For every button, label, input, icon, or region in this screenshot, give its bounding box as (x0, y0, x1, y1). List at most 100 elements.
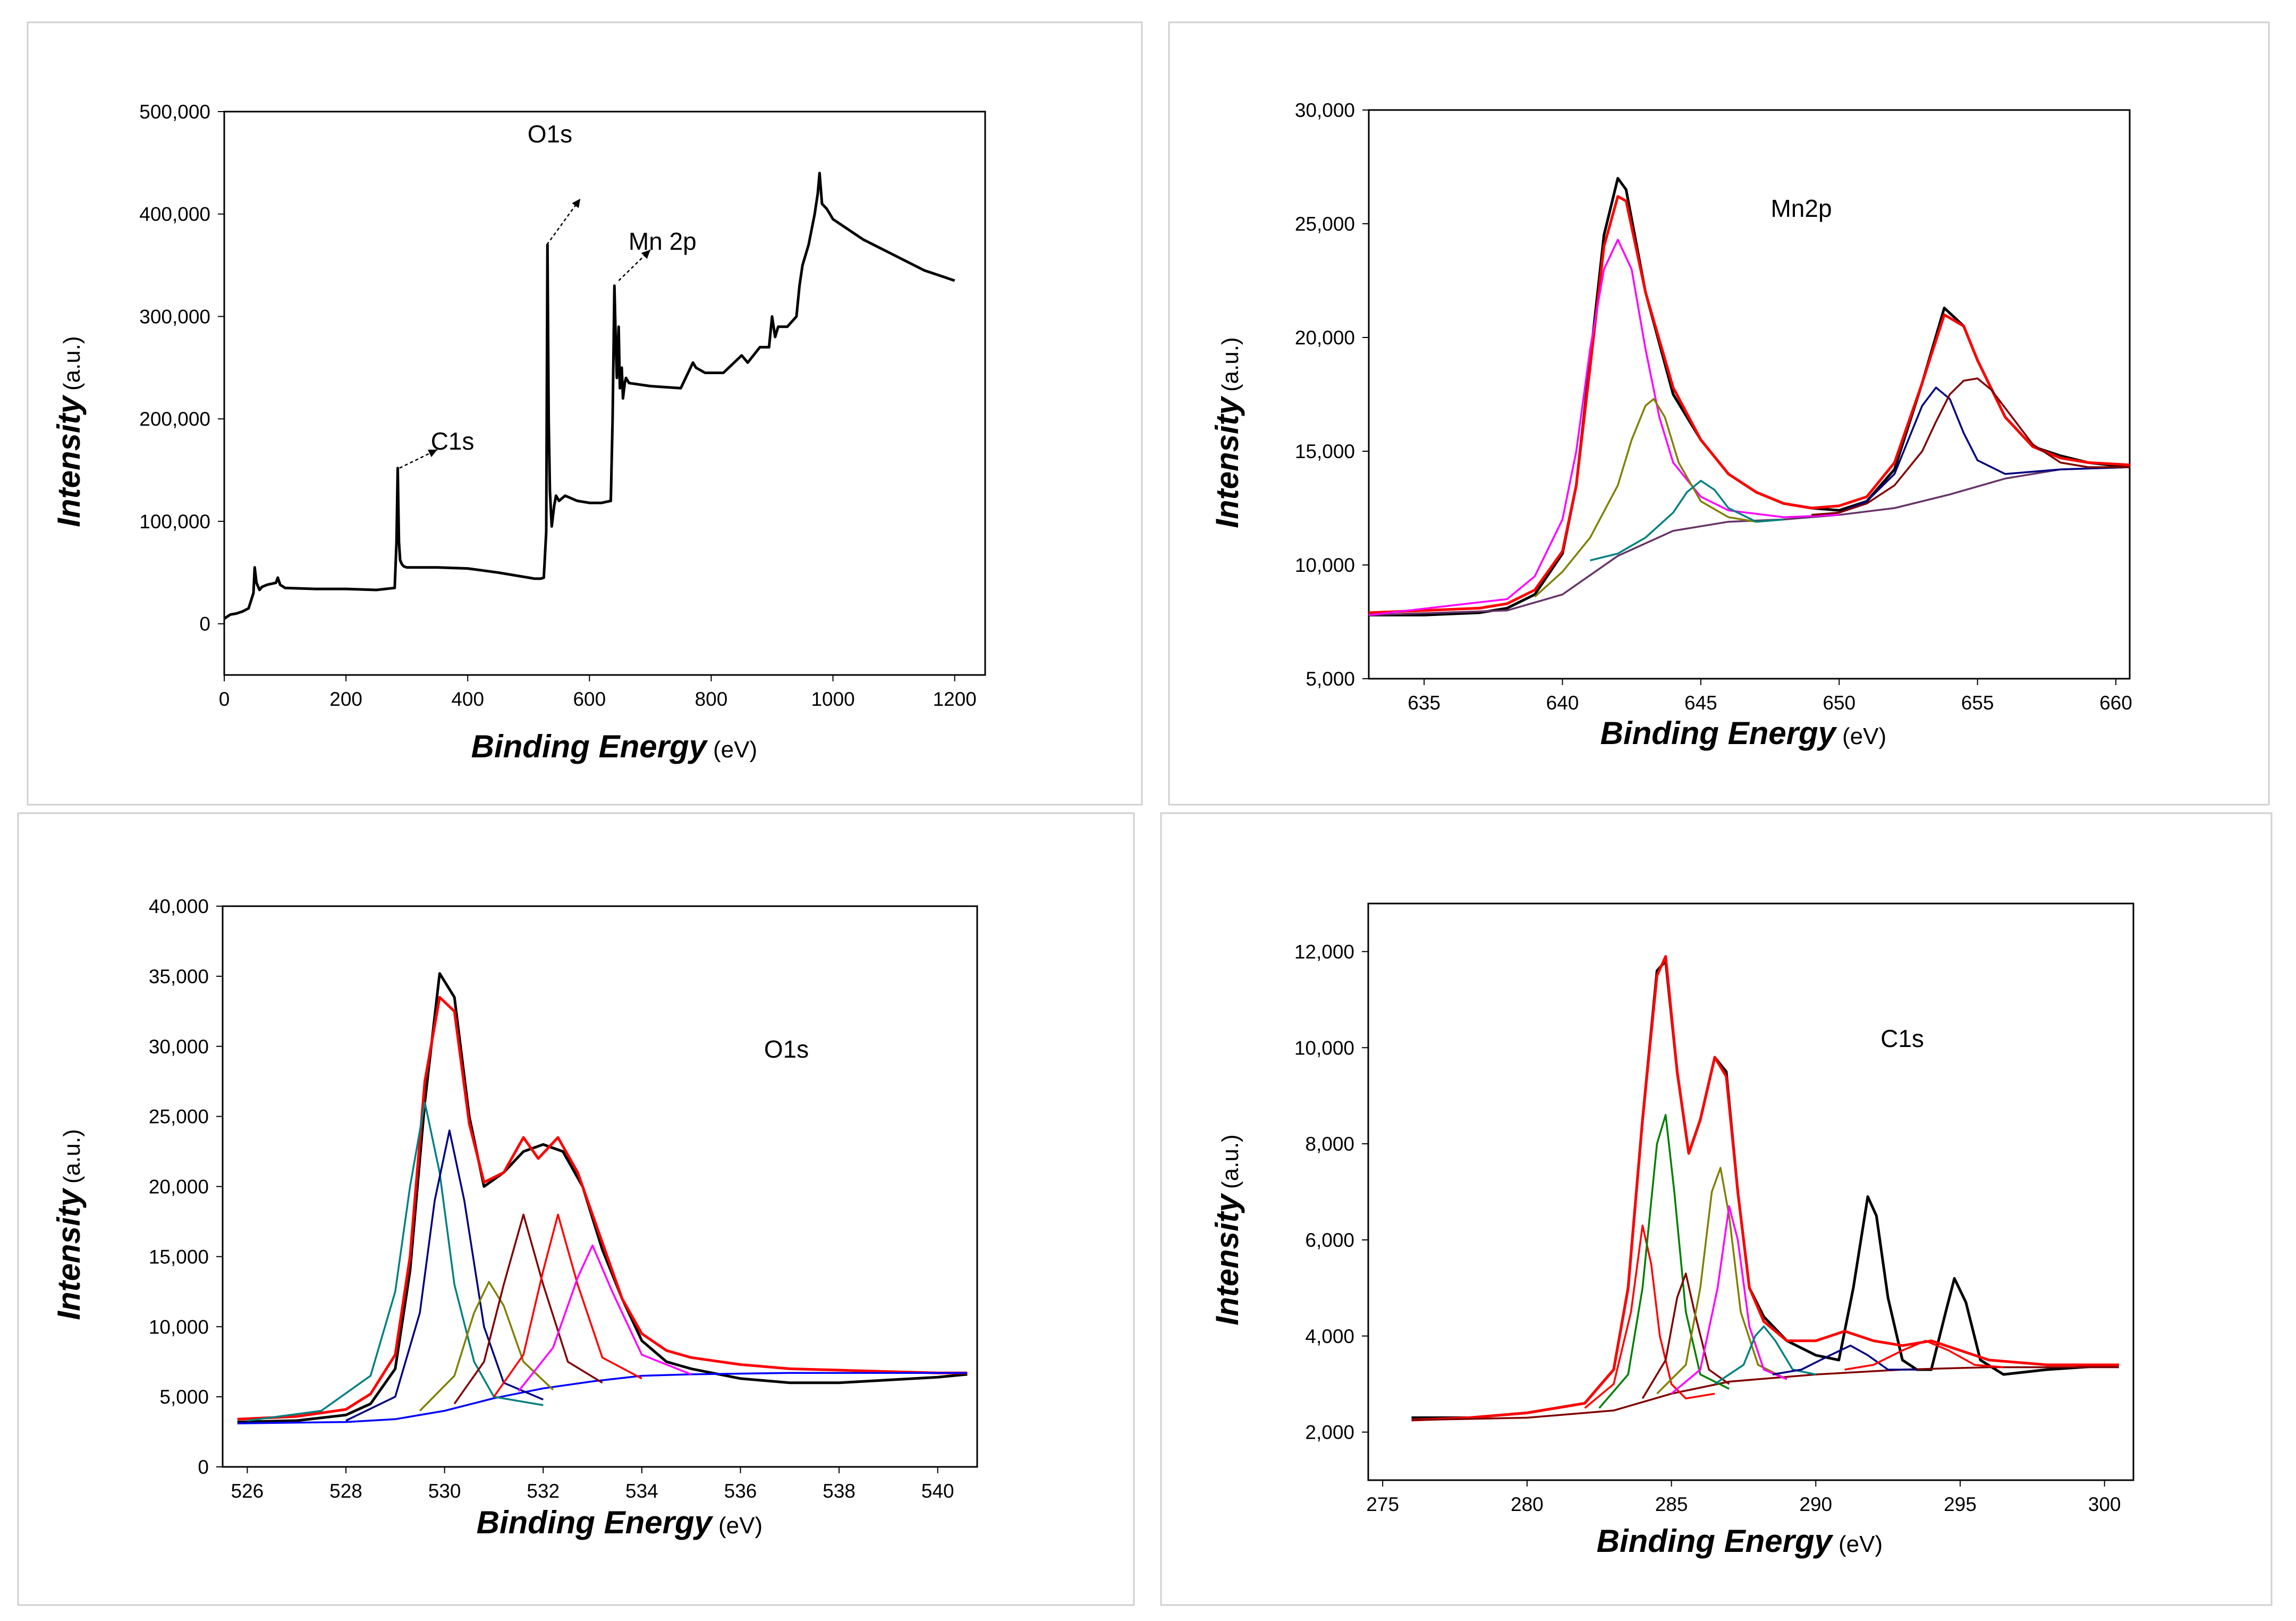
y-tick-label: 12,000 (1294, 941, 1354, 963)
series-envelope (1368, 195, 2130, 614)
x-tick-label: 540 (921, 1480, 954, 1502)
y-axis-unit: (a.u.) (59, 1129, 85, 1184)
y-axis-title-group: Intensity (a.u.) (51, 336, 87, 527)
series-lines (223, 172, 955, 620)
x-tick-label: 400 (451, 688, 484, 710)
series-envelope (237, 995, 968, 1421)
series-maroon (1811, 377, 2130, 516)
annotation-arrowhead (427, 450, 437, 458)
series-background (237, 1372, 968, 1424)
y-tick-label: 30,000 (149, 1036, 209, 1058)
x-tick-label: 650 (1823, 692, 1856, 714)
series-red_small (1844, 1340, 2004, 1371)
y-tick-label: 10,000 (1295, 554, 1355, 576)
x-tick-label: 534 (625, 1480, 658, 1502)
plot-area (222, 905, 978, 1468)
series-maroon_peak (1641, 1272, 1730, 1399)
series-magenta (1671, 1205, 1787, 1395)
annotation-arrow (399, 449, 438, 469)
tick-labels: 0 200 400 600 800 1000 1200 0 100,000 200,000 300,… (139, 101, 977, 710)
y-axis-title: Intensity (1209, 1193, 1245, 1325)
x-tick-label: 275 (1366, 1493, 1399, 1515)
plot-area (1367, 902, 2134, 1481)
y-tick-label: 35,000 (149, 966, 209, 987)
y-axis-unit: (a.u.) (59, 336, 85, 391)
annotation-arrowhead (572, 198, 581, 208)
x-tick-label: 800 (695, 688, 728, 710)
y-tick-label: 25,000 (1295, 213, 1355, 235)
x-tick-label: 290 (1799, 1493, 1832, 1515)
series-blue (1772, 1345, 1917, 1375)
y-tick-label: 6,000 (1305, 1229, 1354, 1251)
series-teal (1714, 1325, 1816, 1385)
x-axis-unit: (eV) (713, 737, 757, 763)
y-tick-label: 20,000 (149, 1176, 209, 1198)
x-tick-label: 600 (573, 688, 606, 710)
y-tick-label: 25,000 (149, 1106, 209, 1128)
chart-o1s: 526 528 530 532 534 536 538 540 0 5,000 10,000 15,0… (51, 896, 978, 1540)
x-tick-label: 526 (231, 1480, 264, 1502)
x-tick-label: 655 (1961, 692, 1994, 714)
y-axis-title: Intensity (51, 1187, 87, 1320)
x-tick-label: 536 (724, 1480, 757, 1502)
x-axis-title: Binding Energy (1600, 715, 1837, 751)
x-tick-label: 300 (2088, 1493, 2121, 1515)
x-axis-title: Binding Energy (471, 729, 708, 764)
y-tick-label: 200,000 (139, 408, 210, 430)
series-olive (419, 1281, 554, 1412)
y-tick-label: 5,000 (1306, 668, 1355, 690)
annotation-label: C1s (431, 427, 475, 455)
series-green (1598, 1114, 1730, 1409)
series-magenta (1368, 239, 1840, 616)
series-background (1411, 1366, 2119, 1421)
series-teal (247, 1101, 544, 1422)
y-tick-label: 20,000 (1295, 327, 1355, 349)
tick-labels: 526 528 530 532 534 536 538 540 0 5,000 10,000 15,0… (149, 896, 954, 1502)
x-tick-label: 645 (1684, 692, 1717, 714)
series-lines (1411, 955, 2119, 1422)
tick-labels: 275 280 285 290 295 300 2,000 4,000 6,000 8,000 10… (1294, 941, 2121, 1515)
series-olive (1534, 398, 1784, 598)
chart-title-c1s: C1s (1880, 1025, 1924, 1052)
annotation-label: O1s (528, 120, 572, 148)
series-red_peak (1584, 1225, 1715, 1409)
series-lines (1368, 176, 2130, 617)
x-axis-title: Binding Energy (477, 1505, 714, 1540)
y-axis-title-group: Intensity (a.u.) (1209, 1134, 1245, 1325)
series-survey (223, 172, 955, 620)
y-axis-unit: (a.u.) (1217, 337, 1243, 392)
y-tick-label: 300,000 (139, 306, 210, 327)
x-tick-label: 1000 (811, 688, 854, 710)
y-axis-title: Intensity (51, 394, 87, 527)
series-raw (237, 972, 968, 1424)
annotation-arrow (546, 198, 581, 246)
y-tick-label: 30,000 (1295, 99, 1355, 121)
x-axis-unit: (eV) (1839, 1531, 1883, 1557)
plot-area (223, 111, 986, 676)
chart-title-o1s: O1s (764, 1035, 809, 1063)
y-axis-unit: (a.u.) (1217, 1134, 1243, 1189)
annotation-arrowhead (641, 250, 650, 259)
x-tick-label: 640 (1546, 692, 1579, 714)
series-maroon (453, 1213, 603, 1405)
y-tick-label: 10,000 (1294, 1037, 1354, 1059)
y-tick-label: 500,000 (139, 101, 210, 123)
x-tick-label: 285 (1655, 1493, 1688, 1515)
y-tick-label: 400,000 (139, 204, 210, 225)
x-tick-label: 530 (428, 1480, 461, 1502)
x-axis-unit: (eV) (1842, 723, 1886, 749)
y-tick-label: 10,000 (149, 1316, 209, 1338)
annotation-label: Mn 2p (629, 227, 697, 255)
x-tick-label: 538 (823, 1480, 855, 1502)
y-tick-label: 0 (198, 1456, 209, 1478)
x-tick-label: 280 (1511, 1493, 1544, 1515)
x-tick-label: 660 (2099, 692, 2132, 714)
y-axis-title: Intensity (1209, 395, 1245, 528)
series-teal (1590, 479, 1784, 562)
chart-c1s: 275 280 285 290 295 300 2,000 4,000 6,000 8,000 10… (1209, 902, 2134, 1559)
y-tick-label: 5,000 (159, 1386, 209, 1408)
x-tick-label: 528 (329, 1480, 362, 1502)
x-axis-unit: (eV) (718, 1513, 762, 1539)
y-tick-label: 15,000 (1295, 441, 1355, 462)
